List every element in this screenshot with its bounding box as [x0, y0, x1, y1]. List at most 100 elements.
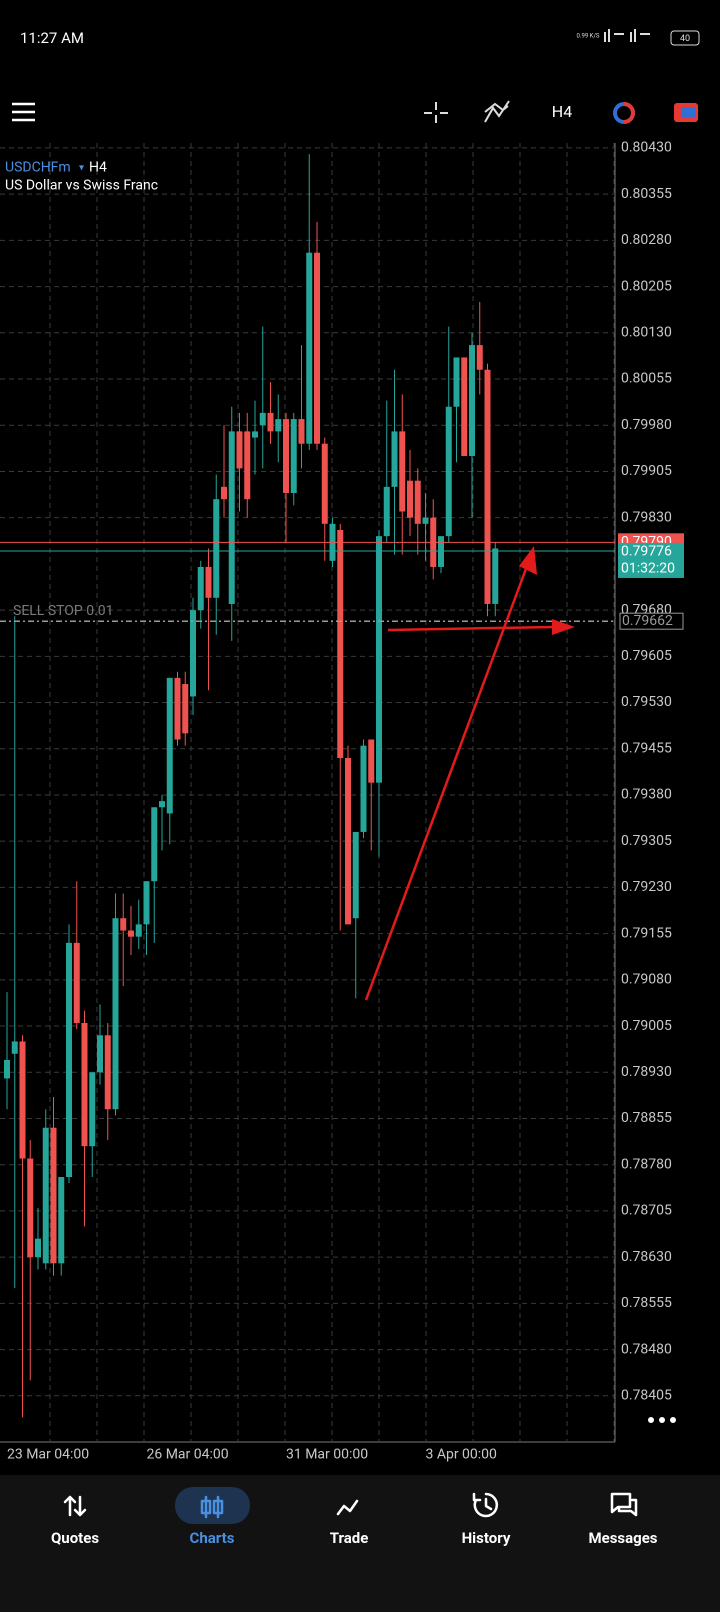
time-label: 26 Mar 04:00: [147, 1447, 229, 1463]
timeframe-button[interactable]: H4: [552, 102, 572, 121]
candle-body: [383, 486, 390, 537]
price-tick-label: 0.79380: [621, 787, 672, 803]
time-label: 3 Apr 00:00: [426, 1447, 498, 1463]
time-labels: 23 Mar 04:00 26 Mar 04:00 31 Mar 00:00 3 Ap…: [7, 1447, 497, 1463]
price-tick-label: 0.78555: [621, 1295, 672, 1311]
symbol-description: US Dollar vs Swiss Franc: [5, 178, 158, 194]
nav-label: Messages: [588, 1529, 657, 1547]
candle-body: [182, 684, 189, 734]
candle-body: [438, 536, 444, 567]
price-tick-label: 0.78930: [621, 1064, 672, 1080]
candle-body: [492, 548, 499, 604]
price-tick-label: 0.79155: [621, 925, 672, 941]
candle-body: [337, 529, 344, 758]
bid-label-box: [618, 542, 684, 578]
nav-item[interactable]: Quotes: [51, 1495, 99, 1547]
candle-body: [11, 1041, 18, 1054]
trade-button[interactable]: [613, 102, 635, 124]
candle-body: [407, 480, 413, 518]
candle-body: [469, 345, 475, 457]
battery-level: 40: [680, 34, 690, 44]
price-tick-label: 0.78855: [621, 1110, 672, 1126]
candle-body: [221, 486, 227, 500]
candle-body: [35, 1238, 41, 1258]
more-button[interactable]: [648, 1417, 676, 1423]
price-tick-label: 0.78630: [621, 1249, 672, 1265]
price-tick-label: 0.78780: [621, 1156, 672, 1172]
price-tick-label: 0.79605: [621, 648, 672, 664]
candle-body: [228, 431, 235, 604]
battery-icon: [670, 30, 700, 46]
candle-body: [104, 1035, 111, 1110]
nav-items: Quotes Charts Trade History Messages: [51, 1487, 658, 1547]
candle-body: [283, 419, 289, 494]
symbol[interactable]: USDCHFm: [5, 160, 71, 176]
nav-label: Quotes: [51, 1529, 99, 1547]
candle-body: [290, 419, 297, 494]
candle-body: [4, 1059, 10, 1079]
account-button[interactable]: [674, 103, 698, 122]
candle-body: [205, 566, 212, 598]
candle-body: [321, 443, 328, 524]
price-tick-label: 0.79080: [621, 972, 672, 988]
candle-body: [120, 918, 127, 931]
candle-body: [81, 1022, 88, 1147]
nav-icon: [610, 1492, 638, 1517]
candle-body: [151, 807, 158, 882]
nav-item[interactable]: Trade: [330, 1499, 369, 1547]
candle-body: [445, 406, 452, 537]
candle-body: [352, 831, 359, 919]
candle-body: [166, 677, 173, 814]
nav-item[interactable]: History: [462, 1492, 511, 1547]
price-tick-label: 0.79905: [621, 463, 672, 479]
price-tick-label: 0.78405: [621, 1387, 672, 1403]
candle-body: [66, 942, 72, 1178]
indicators-button[interactable]: [484, 100, 510, 123]
price-tick-label: 0.79230: [621, 879, 672, 895]
candle-body: [27, 1158, 34, 1258]
candle-body: [244, 431, 251, 500]
sell-stop-text: SELL STOP 0.01: [13, 603, 114, 619]
menu-button[interactable]: [12, 102, 35, 122]
candle-body: [267, 412, 274, 432]
vertical-grid: [49, 143, 615, 1442]
time-label: 23 Mar 04:00: [7, 1447, 89, 1463]
crosshair-button[interactable]: [424, 102, 448, 123]
candle-body: [252, 431, 258, 438]
nav-item[interactable]: Charts: [175, 1487, 250, 1547]
candle-body: [414, 480, 421, 524]
price-tick-label: 0.78480: [621, 1341, 672, 1357]
price-tick-label: 0.79305: [621, 833, 672, 849]
candle-body: [213, 499, 220, 598]
candle-body: [345, 757, 351, 925]
price-tick-label: 0.80130: [621, 325, 672, 341]
bid-label: 0.79776: [621, 544, 672, 560]
price-tick-label: 0.79530: [621, 694, 672, 710]
candle-body: [376, 536, 382, 783]
candle-body: [89, 1072, 96, 1147]
nav-icon: [336, 1499, 359, 1516]
candle-body: [368, 739, 375, 783]
price-tick-label: 0.79980: [621, 417, 672, 433]
candle-body: [306, 252, 313, 444]
candle-body: [484, 369, 491, 604]
price-tick-label: 0.79005: [621, 1018, 672, 1034]
candle-body: [259, 412, 266, 426]
candle-body: [461, 357, 468, 457]
price-tick-label: 0.80280: [621, 232, 672, 248]
candle-body: [135, 924, 142, 937]
price-tick-label: 0.80355: [621, 186, 672, 202]
bottom-nav: [0, 1475, 720, 1612]
candle-body: [190, 610, 196, 697]
bar-countdown: 01:32:20: [621, 561, 675, 577]
candle-body: [391, 431, 398, 487]
candle-body: [197, 566, 204, 611]
price-tick-label: 0.80205: [621, 278, 672, 294]
nav-item[interactable]: Messages: [588, 1492, 658, 1547]
candle-body: [58, 1177, 65, 1264]
candles: [4, 154, 499, 1418]
nav-active-pill: [175, 1487, 250, 1524]
symbol-dropdown[interactable]: ▾: [79, 163, 84, 174]
price-tick-label: 0.78705: [621, 1203, 672, 1219]
